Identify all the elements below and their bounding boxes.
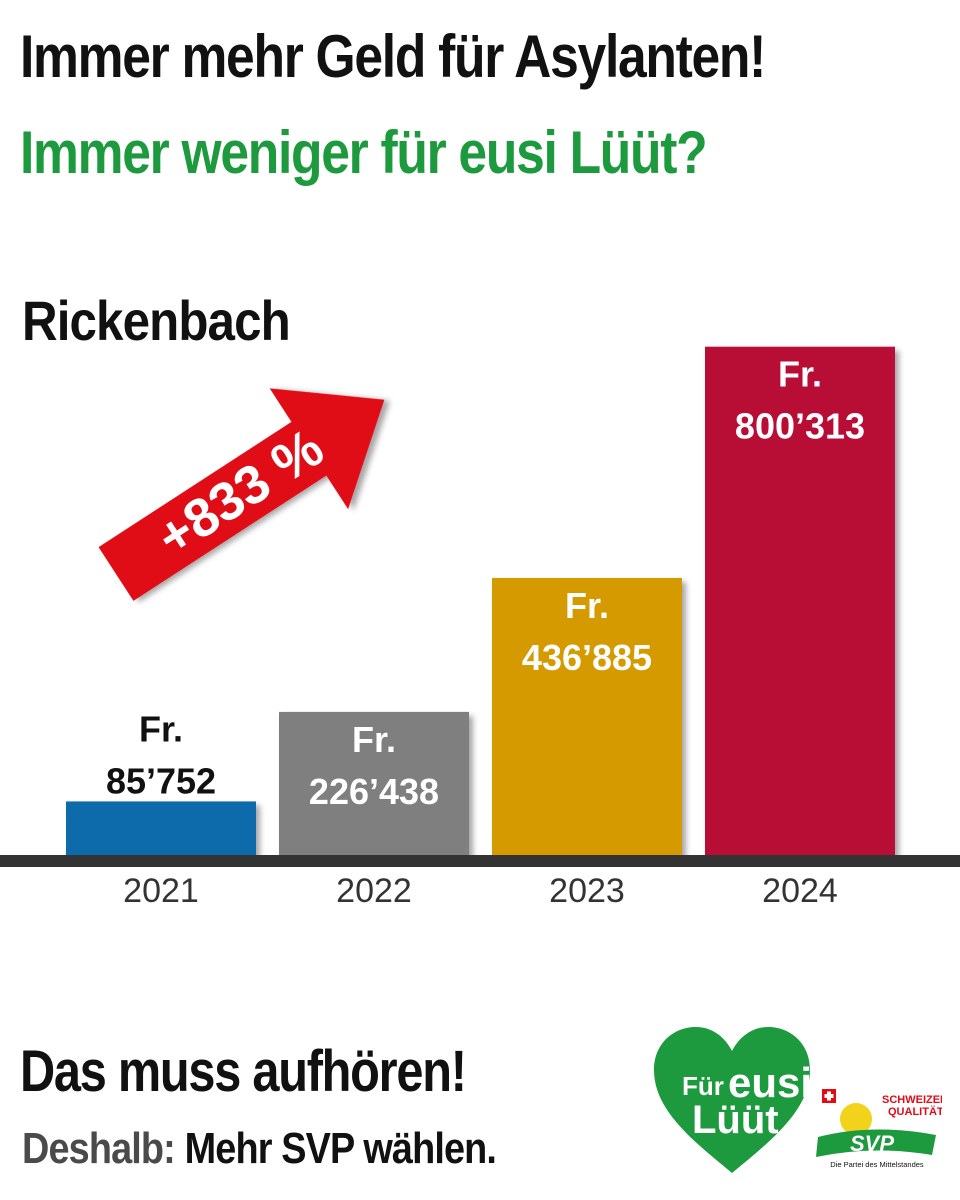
x-axis-line: [0, 855, 960, 867]
svp-tag-line-1: SCHWEIZER: [882, 1094, 942, 1106]
bar-chart: Fr. 85’752 2021 Fr. 226’438 2022 Fr. 436’885 202…: [0, 346, 960, 910]
x-tick-label-2022: 2022: [336, 872, 412, 910]
swiss-cross-h: [824, 1094, 834, 1098]
bar-label-amount-2022: 226’438: [309, 771, 439, 812]
fuer-eusi-lueuet-heart-logo: Für eusi Lüüt: [654, 1027, 812, 1173]
heart-logo-word-3: Lüüt: [692, 1098, 779, 1142]
svp-tagline: Die Partei des Mittelstandes: [830, 1160, 924, 1169]
increase-arrow-icon: [98, 388, 385, 601]
heart-icon: [654, 1027, 810, 1173]
x-tick-label-2024: 2024: [762, 872, 838, 910]
svp-party-logo: SCHWEIZER QUALITÄT SVP Die Partei des Mi…: [816, 1089, 942, 1169]
bar-label-currency-2022: Fr.: [352, 719, 396, 760]
increase-label: +833 %: [146, 417, 334, 568]
heart-logo-word-1: Für: [682, 1071, 724, 1101]
bar-label-amount-2023: 436’885: [522, 637, 652, 678]
bar-label-currency-2021: Fr.: [139, 708, 183, 749]
sun-icon: [840, 1103, 872, 1135]
increase-arrow: +833 %: [98, 388, 385, 601]
x-tick-label-2023: 2023: [549, 872, 625, 910]
subheadline: Immer weniger für eusi Lüüt?: [20, 119, 708, 186]
chart-title-location: Rickenbach: [22, 289, 291, 352]
bar-2024: [705, 346, 895, 856]
footer-call-to-action: Deshalb: Mehr SVP wählen.: [22, 1124, 497, 1174]
x-tick-label-2021: 2021: [123, 872, 199, 910]
bar-label-amount-2024: 800’313: [735, 406, 865, 447]
headline: Immer mehr Geld für Asylanten!: [20, 23, 766, 90]
heart-logo-word-2: eusi: [728, 1059, 812, 1106]
bar-2023: [492, 577, 682, 856]
svp-name: SVP: [850, 1131, 894, 1156]
bar-2022: [279, 711, 469, 856]
bar-2021: [66, 801, 256, 856]
footer-prefix: Deshalb:: [22, 1124, 176, 1173]
footer-slogan: Das muss aufhören!: [20, 1039, 467, 1104]
bar-label-currency-2024: Fr.: [778, 354, 822, 395]
footer-cta-text: Mehr SVP wählen.: [184, 1124, 497, 1173]
svp-green-band: [816, 1129, 936, 1157]
bar-label-amount-2021: 85’752: [106, 760, 216, 801]
svp-tag-line-2: QUALITÄT: [888, 1105, 942, 1118]
bar-label-currency-2023: Fr.: [565, 585, 609, 626]
